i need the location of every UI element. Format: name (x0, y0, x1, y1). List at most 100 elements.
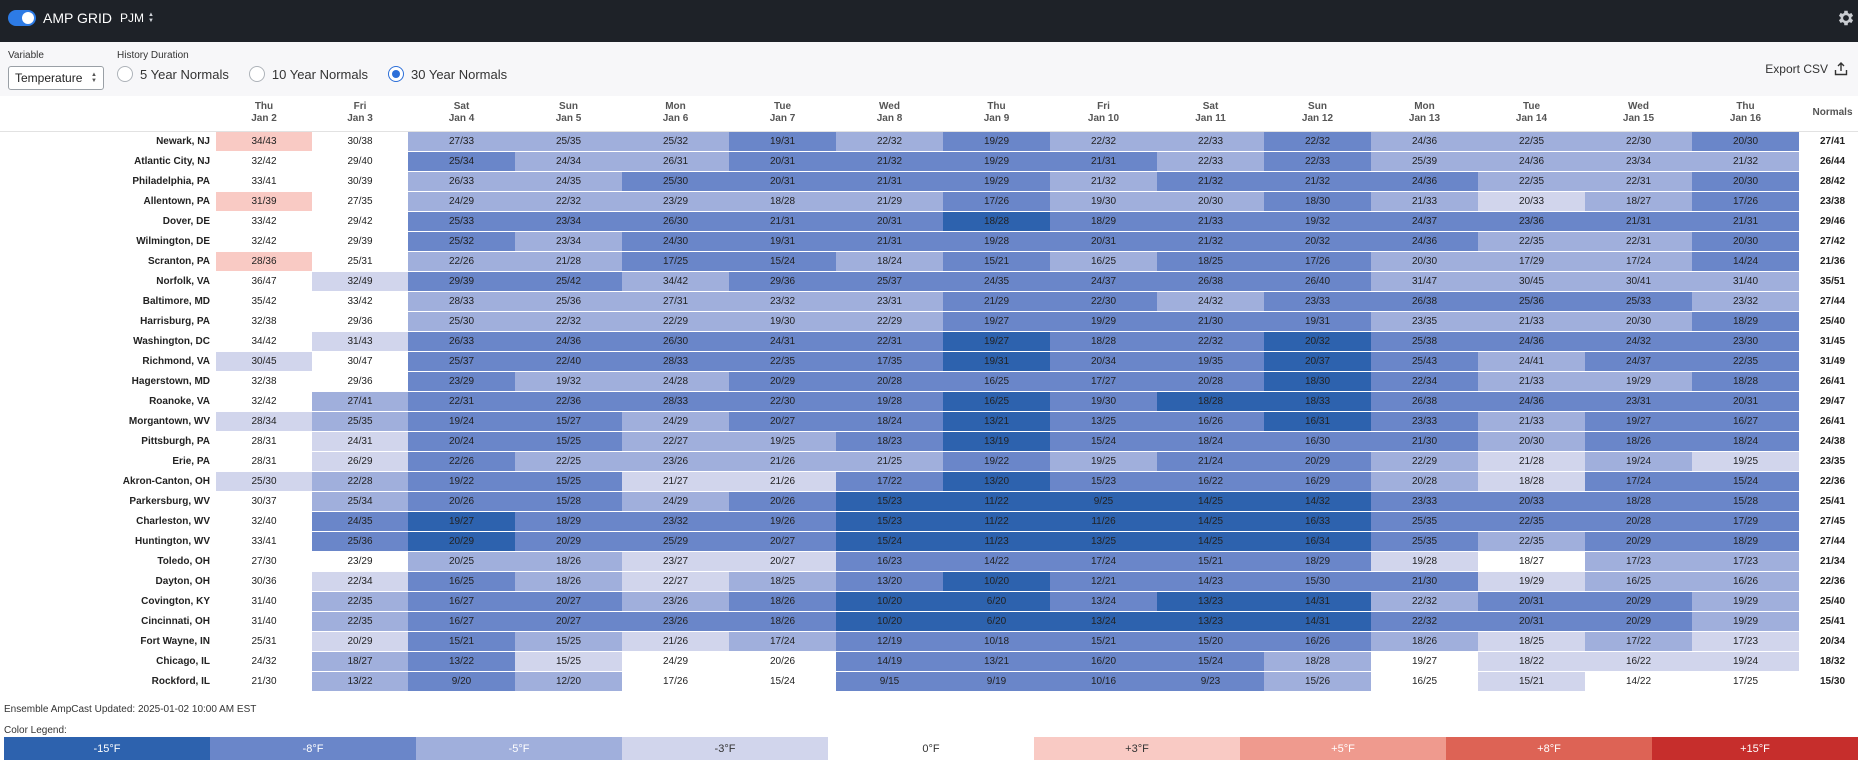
forecast-cell: 19/29 (943, 131, 1050, 152)
forecast-cell: 23/33 (1264, 291, 1371, 312)
table-row: Parkersburg, WV 30/37 25/34 20/26 15/28 24/29… (0, 491, 1858, 512)
forecast-cell: 15/26 (1264, 671, 1371, 692)
forecast-cell: 18/26 (729, 611, 836, 632)
city-name: Wilmington, DE (0, 231, 216, 252)
forecast-cell: 13/20 (943, 471, 1050, 492)
forecast-cell: 20/29 (1585, 591, 1692, 612)
city-name: Fort Wayne, IN (0, 631, 216, 652)
table-row: Huntington, WV 33/41 25/36 20/29 20/29 25/29 2… (0, 531, 1858, 552)
city-name: Scranton, PA (0, 251, 216, 272)
table-row: Roanoke, VA 32/42 27/41 22/31 22/36 28/33 22/3… (0, 391, 1858, 412)
normal-value: 31/45 (1799, 331, 1858, 352)
forecast-cell: 25/31 (312, 251, 408, 272)
variable-select[interactable]: Temperature ▲ ▼ (8, 66, 104, 90)
forecast-cell: 22/30 (1585, 131, 1692, 152)
radio-10-year-circle[interactable] (248, 66, 265, 82)
forecast-cell: 13/21 (943, 651, 1050, 672)
forecast-cell: 16/22 (1585, 651, 1692, 672)
app-title: AMP GRID (43, 10, 112, 26)
forecast-cell: 22/40 (515, 351, 622, 372)
forecast-cell: 25/37 (836, 271, 943, 292)
forecast-cell: 20/31 (1478, 611, 1585, 632)
forecast-cell: 15/25 (515, 631, 622, 652)
forecast-cell: 10/18 (943, 631, 1050, 652)
forecast-cell: 23/26 (622, 451, 729, 472)
forecast-cell: 26/38 (1371, 291, 1478, 312)
forecast-cell: 26/33 (408, 171, 515, 192)
forecast-cell: 27/30 (216, 551, 312, 572)
forecast-cell: 16/27 (408, 611, 515, 632)
forecast-cell: 19/27 (1585, 411, 1692, 432)
forecast-cell: 25/34 (312, 491, 408, 512)
normal-value: 20/34 (1799, 631, 1858, 652)
forecast-cell: 20/34 (1050, 351, 1157, 372)
forecast-cell: 9/15 (836, 671, 943, 692)
legend-swatch: -15°F (4, 737, 210, 760)
normal-value: 22/36 (1799, 571, 1858, 592)
app-toggle[interactable] (8, 10, 36, 26)
normal-value: 23/35 (1799, 451, 1858, 472)
forecast-cell: 24/31 (312, 431, 408, 452)
region-select[interactable]: PJM ▲ ▼ (120, 11, 154, 25)
forecast-cell: 20/26 (729, 491, 836, 512)
forecast-cell: 18/28 (729, 191, 836, 212)
radio-10-year[interactable]: 10 Year Normals (248, 66, 368, 82)
forecast-cell: 16/25 (1050, 251, 1157, 272)
forecast-cell: 15/28 (1692, 491, 1799, 512)
forecast-cell: 9/19 (943, 671, 1050, 692)
column-day: Tue (773, 101, 792, 113)
forecast-cell: 19/27 (408, 511, 515, 532)
forecast-cell: 9/25 (1050, 491, 1157, 512)
radio-30-year-circle[interactable] (388, 66, 405, 82)
city-name: Newark, NJ (0, 131, 216, 152)
column-day: Thu (987, 101, 1006, 113)
city-name: Roanoke, VA (0, 391, 216, 412)
forecast-cell: 23/35 (1371, 311, 1478, 332)
legend-swatch: +5°F (1240, 737, 1446, 760)
forecast-cell: 28/34 (216, 411, 312, 432)
forecast-cell: 18/28 (1585, 491, 1692, 512)
table-row: Erie, PA 28/31 26/29 22/26 22/25 23/26 21/26 21… (0, 451, 1858, 472)
forecast-cell: 16/33 (1264, 511, 1371, 532)
forecast-cell: 12/19 (836, 631, 943, 652)
forecast-cell: 24/37 (1050, 271, 1157, 292)
forecast-cell: 21/31 (1050, 151, 1157, 172)
forecast-cell: 23/34 (515, 231, 622, 252)
forecast-cell: 18/30 (1264, 191, 1371, 212)
forecast-cell: 9/20 (408, 671, 515, 692)
forecast-cell: 20/31 (729, 171, 836, 192)
forecast-cell: 20/29 (1585, 531, 1692, 552)
forecast-cell: 20/27 (515, 591, 622, 612)
forecast-cell: 27/33 (408, 131, 515, 152)
forecast-cell: 18/29 (515, 511, 622, 532)
gear-icon[interactable] (1836, 8, 1856, 28)
forecast-cell: 19/29 (943, 171, 1050, 192)
forecast-cell: 19/29 (1478, 571, 1585, 592)
city-name: Atlantic City, NJ (0, 151, 216, 172)
normal-value: 23/38 (1799, 191, 1858, 212)
forecast-cell: 18/25 (729, 571, 836, 592)
table-row: Atlantic City, NJ 32/42 29/40 25/34 24/34 26/… (0, 151, 1858, 172)
forecast-cell: 22/28 (312, 471, 408, 492)
column-date: Jan 3 (347, 113, 373, 125)
forecast-cell: 13/19 (943, 431, 1050, 452)
forecast-cell: 20/29 (1585, 611, 1692, 632)
normal-value: 26/41 (1799, 371, 1858, 392)
radio-5-year-circle[interactable] (117, 66, 133, 82)
normal-value: 15/30 (1799, 671, 1858, 692)
forecast-cell: 13/20 (836, 571, 943, 592)
column-day: Mon (1414, 101, 1435, 113)
forecast-cell: 22/35 (1478, 531, 1585, 552)
city-name: Rockford, IL (0, 671, 216, 692)
export-csv-button[interactable]: Export CSV (1765, 62, 1848, 76)
forecast-cell: 18/27 (1478, 551, 1585, 572)
radio-5-year[interactable]: 5 Year Normals (117, 66, 229, 82)
normal-value: 25/40 (1799, 311, 1858, 332)
forecast-cell: 19/24 (1692, 651, 1799, 672)
legend-swatch: +15°F (1652, 737, 1858, 760)
forecast-cell: 22/32 (1371, 611, 1478, 632)
radio-30-year[interactable]: 30 Year Normals (388, 66, 507, 82)
column-day: Sat (453, 101, 470, 113)
normal-value: 27/45 (1799, 511, 1858, 532)
forecast-cell: 24/37 (1371, 211, 1478, 232)
